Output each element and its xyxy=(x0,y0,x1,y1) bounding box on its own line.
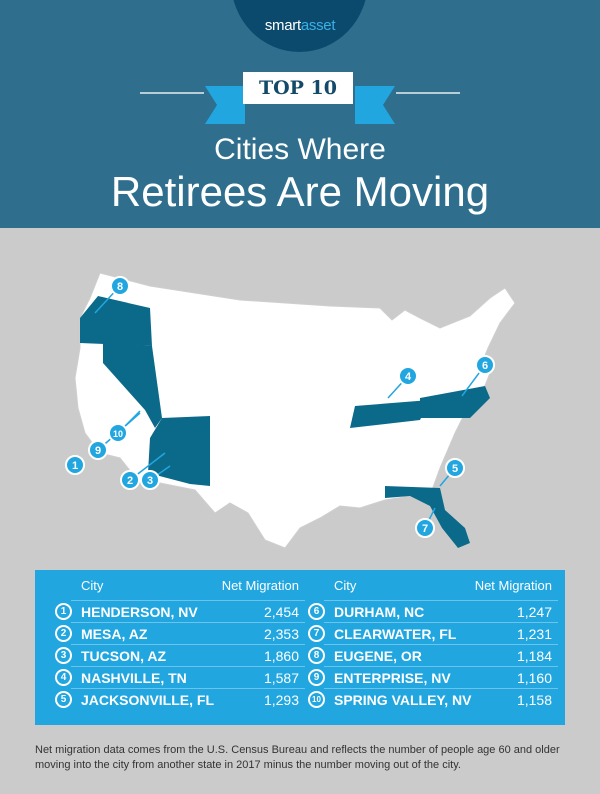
table-row: 3 TUCSON, AZ 1,860 xyxy=(55,644,305,666)
marker-7: 7 xyxy=(415,518,435,538)
marker-6: 6 xyxy=(475,355,495,375)
marker-10: 10 xyxy=(108,423,128,443)
header-city: City xyxy=(81,578,104,593)
table-row: 7 CLEARWATER, FL 1,231 xyxy=(308,622,558,644)
table-row: 4 NASHVILLE, TN 1,587 xyxy=(55,666,305,688)
marker-1: 1 xyxy=(65,455,85,475)
state-florida xyxy=(385,486,470,548)
top10-badge: TOP 10 xyxy=(243,72,353,104)
state-north-carolina xyxy=(420,386,490,418)
marker-2: 2 xyxy=(120,470,140,490)
table-column-right: City Net Migration 6 DURHAM, NC 1,247 7 CLEA… xyxy=(308,578,558,710)
header-city: City xyxy=(334,578,357,593)
svg-text:2: 2 xyxy=(127,475,133,487)
table-row: 9 ENTERPRISE, NV 1,160 xyxy=(308,666,558,688)
divider-left xyxy=(140,92,204,94)
marker-5: 5 xyxy=(445,458,465,478)
state-tennessee xyxy=(350,400,430,428)
ribbon-icon xyxy=(205,86,395,124)
svg-text:4: 4 xyxy=(405,371,412,383)
header-net-migration: Net Migration xyxy=(221,578,299,593)
table-row: 10 SPRING VALLEY, NV 1,158 xyxy=(308,688,558,710)
marker-8: 8 xyxy=(110,276,130,296)
svg-text:8: 8 xyxy=(117,281,123,293)
table-row: 8 EUGENE, OR 1,184 xyxy=(308,644,558,666)
table-row: 6 DURHAM, NC 1,247 xyxy=(308,600,558,622)
title-line1: Cities Where xyxy=(214,133,386,166)
marker-3: 3 xyxy=(140,470,160,490)
source-note: Net migration data comes from the U.S. C… xyxy=(35,744,560,771)
svg-text:10: 10 xyxy=(113,429,123,439)
svg-text:5: 5 xyxy=(452,463,458,475)
table-row: 2 MESA, AZ 2,353 xyxy=(55,622,305,644)
map-markers: 8 10 9 1 2 3 4 6 5 7 xyxy=(65,276,495,538)
divider-right xyxy=(396,92,460,94)
state-arizona xyxy=(148,416,210,486)
svg-text:6: 6 xyxy=(482,360,488,372)
header-net-migration: Net Migration xyxy=(474,578,552,593)
state-oregon xyxy=(80,296,152,346)
title-line2: Retirees Are Moving xyxy=(110,168,490,215)
marker-4: 4 xyxy=(398,366,418,386)
svg-text:7: 7 xyxy=(422,523,428,535)
svg-text:1: 1 xyxy=(72,460,78,472)
us-map: 8 10 9 1 2 3 4 6 5 7 xyxy=(65,272,516,549)
marker-9: 9 xyxy=(88,440,108,460)
table-row: 5 JACKSONVILLE, FL 1,293 xyxy=(55,688,305,710)
table-row: 1 HENDERSON, NV 2,454 xyxy=(55,600,305,622)
state-nevada xyxy=(103,343,162,428)
svg-text:3: 3 xyxy=(147,475,153,487)
svg-text:9: 9 xyxy=(95,445,101,457)
smartasset-logo: smartasset xyxy=(264,17,336,34)
header-banner: smartasset TOP 10 Cities Where Retirees … xyxy=(0,0,600,228)
